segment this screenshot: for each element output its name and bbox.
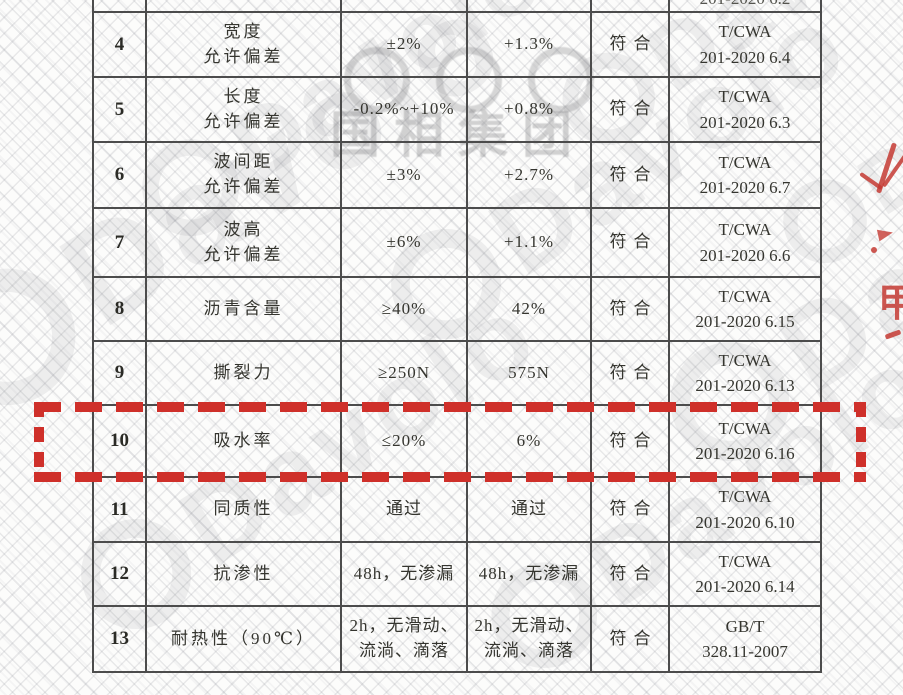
cell-result: 575N xyxy=(468,342,592,406)
cell-standard: 201-2020 6.2 xyxy=(670,0,822,13)
cell-row-number: 5 xyxy=(94,78,147,143)
cell-standard: T/CWA 201-2020 6.6 xyxy=(670,209,822,278)
cell-requirement: ±6% xyxy=(342,209,468,278)
cell-conclusion: 符合 xyxy=(592,406,670,478)
cell-result: 通过 xyxy=(468,478,592,543)
cell-row-number: 13 xyxy=(94,607,147,673)
cell-requirement xyxy=(342,0,468,13)
cell-conclusion: 符合 xyxy=(592,607,670,673)
cell-requirement: ±3% xyxy=(342,143,468,209)
cell-conclusion: 符合 xyxy=(592,13,670,78)
cell-standard: T/CWA 201-2020 6.3 xyxy=(670,78,822,143)
cell-standard: T/CWA 201-2020 6.14 xyxy=(670,543,822,607)
cell-row-number: 4 xyxy=(94,13,147,78)
red-annotation-mark xyxy=(871,247,877,253)
cell-row-number: 6 xyxy=(94,143,147,209)
cell-result xyxy=(468,0,592,13)
table-row: 11 同质性 通过 通过 符合 T/CWA 201-2020 6.10 xyxy=(94,478,822,543)
cell-test-item: 耐热性（90℃） xyxy=(147,607,342,673)
cell-result: 42% xyxy=(468,278,592,342)
cell-test-item: 波间距 允许偏差 xyxy=(147,143,342,209)
cell-row-number: 11 xyxy=(94,478,147,543)
cell-standard: T/CWA 201-2020 6.4 xyxy=(670,13,822,78)
table-row: 5 长度 允许偏差 -0.2%~+10% +0.8% 符合 T/CWA 201-… xyxy=(94,78,822,143)
cell-standard: T/CWA 201-2020 6.15 xyxy=(670,278,822,342)
table-row: 12 抗渗性 48h，无渗漏 48h，无渗漏 符合 T/CWA 201-2020… xyxy=(94,543,822,607)
cell-test-item: 抗渗性 xyxy=(147,543,342,607)
cell-requirement: ±2% xyxy=(342,13,468,78)
cell-requirement: -0.2%~+10% xyxy=(342,78,468,143)
cell-row-number: 8 xyxy=(94,278,147,342)
cell-standard: T/CWA 201-2020 6.16 xyxy=(670,406,822,478)
table-body: 4 宽度 允许偏差 ±2% +1.3% 符合 T/CWA 201-2020 6.… xyxy=(94,13,822,673)
cell-row-number: 12 xyxy=(94,543,147,607)
cell-result: 6% xyxy=(468,406,592,478)
cell-result: +1.1% xyxy=(468,209,592,278)
cell-test-item: 同质性 xyxy=(147,478,342,543)
cell-conclusion: 符合 xyxy=(592,209,670,278)
table-row: 10 吸水率 ≤20% 6% 符合 T/CWA 201-2020 6.16 xyxy=(94,406,822,478)
cell-requirement: ≤20% xyxy=(342,406,468,478)
cell-requirement: 2h，无滑动、 流淌、滴落 xyxy=(342,607,468,673)
cell-conclusion: 符合 xyxy=(592,143,670,209)
cell-test-item: 撕裂力 xyxy=(147,342,342,406)
table-row: 9 撕裂力 ≥250N 575N 符合 T/CWA 201-2020 6.13 xyxy=(94,342,822,406)
cell-row-number: 10 xyxy=(94,406,147,478)
table-row: 7 波高 允许偏差 ±6% +1.1% 符合 T/CWA 201-2020 6.… xyxy=(94,209,822,278)
table-row: 4 宽度 允许偏差 ±2% +1.3% 符合 T/CWA 201-2020 6.… xyxy=(94,13,822,78)
cell-standard: T/CWA 201-2020 6.10 xyxy=(670,478,822,543)
cell-test-item: 吸水率 xyxy=(147,406,342,478)
cell-item xyxy=(147,0,342,13)
clipped-standard-text: 201-2020 6.2 xyxy=(670,0,820,11)
cell-result: +0.8% xyxy=(468,78,592,143)
cell-conclusion: 符合 xyxy=(592,278,670,342)
test-report-table: 201-2020 6.2 4 宽度 允许偏差 ±2% +1.3% 符合 T/CW… xyxy=(92,0,822,673)
cell-requirement: 通过 xyxy=(342,478,468,543)
cell-conclusion: 符合 xyxy=(592,78,670,143)
cell-standard: GB/T 328.11-2007 xyxy=(670,607,822,673)
cell-standard: T/CWA 201-2020 6.7 xyxy=(670,143,822,209)
partial-previous-row: 201-2020 6.2 xyxy=(94,0,822,13)
cell-standard: T/CWA 201-2020 6.13 xyxy=(670,342,822,406)
cell-test-item: 沥青含量 xyxy=(147,278,342,342)
table-row: 13 耐热性（90℃） 2h，无滑动、 流淌、滴落 2h，无滑动、 流淌、滴落 … xyxy=(94,607,822,673)
cell-requirement: ≥250N xyxy=(342,342,468,406)
cell-test-item: 长度 允许偏差 xyxy=(147,78,342,143)
red-annotation-character: 甲 xyxy=(878,283,903,325)
cell-test-item: 波高 允许偏差 xyxy=(147,209,342,278)
cell-conclusion: 符合 xyxy=(592,478,670,543)
cell-requirement: 48h，无渗漏 xyxy=(342,543,468,607)
cell-result: +1.3% xyxy=(468,13,592,78)
cell-conclusion: 符合 xyxy=(592,342,670,406)
cell-result: 48h，无渗漏 xyxy=(468,543,592,607)
cell-no xyxy=(94,0,147,13)
cell-row-number: 9 xyxy=(94,342,147,406)
cell-conclusion xyxy=(592,0,670,13)
table-row: 8 沥青含量 ≥40% 42% 符合 T/CWA 201-2020 6.15 xyxy=(94,278,822,342)
cell-requirement: ≥40% xyxy=(342,278,468,342)
cell-conclusion: 符合 xyxy=(592,543,670,607)
cell-result: 2h，无滑动、 流淌、滴落 xyxy=(468,607,592,673)
table-row: 6 波间距 允许偏差 ±3% +2.7% 符合 T/CWA 201-2020 6… xyxy=(94,143,822,209)
cell-result: +2.7% xyxy=(468,143,592,209)
cell-test-item: 宽度 允许偏差 xyxy=(147,13,342,78)
cell-row-number: 7 xyxy=(94,209,147,278)
